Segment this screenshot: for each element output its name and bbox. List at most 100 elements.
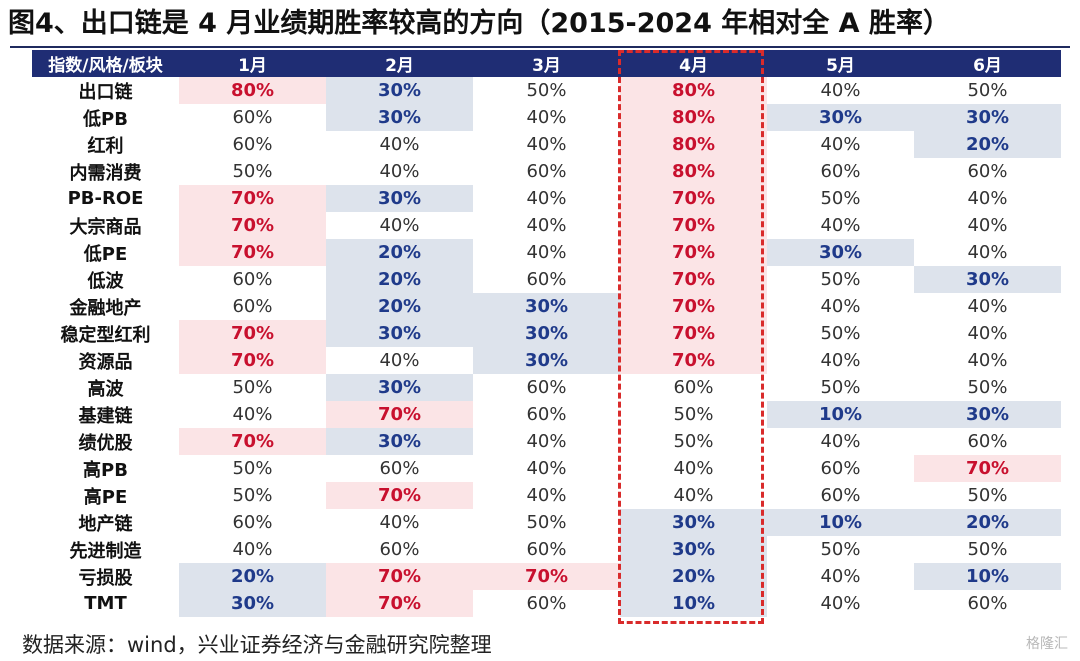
row-label: 高波 (87, 378, 124, 400)
table-row: 基建链 40% 70% 60% 50% 10% 30% (32, 401, 1061, 428)
table-row: 出口链 80% 30% 50% 80% 40% 50% (32, 77, 1061, 104)
table-row: PB-ROE 70% 30% 40% 70% 50% 40% (32, 185, 1061, 212)
value-cell: 60% (232, 296, 273, 317)
header-row: 指数/风格/板块 1月 2月 3月 4月 5月 6月 (32, 50, 1061, 77)
value-cell: 80% (620, 104, 767, 131)
value-cell: 70% (620, 266, 767, 293)
row-label: 资源品 (78, 351, 133, 373)
value-cell: 40% (820, 215, 861, 236)
table-row: 高PB 50% 60% 40% 40% 60% 70% (32, 455, 1061, 482)
row-label: 大宗商品 (69, 216, 142, 238)
table-body: 出口链 80% 30% 50% 80% 40% 50% 低PB 60% 30% 40% 80% 30% 3… (32, 77, 1061, 617)
table-row: 先进制造 40% 60% 60% 30% 50% 50% (32, 536, 1061, 563)
value-cell: 80% (620, 131, 767, 158)
value-cell: 40% (820, 134, 861, 155)
row-label: 低波 (87, 270, 124, 292)
value-cell: 70% (620, 347, 767, 374)
value-cell: 40% (820, 593, 861, 614)
table-row: 低PB 60% 30% 40% 80% 30% 30% (32, 104, 1061, 131)
value-cell: 30% (326, 104, 473, 131)
row-label: 基建链 (78, 405, 133, 427)
title-divider (10, 46, 1070, 48)
value-cell: 70% (179, 239, 326, 266)
value-cell: 30% (620, 509, 767, 536)
value-cell: 80% (179, 77, 326, 104)
value-cell: 60% (232, 269, 273, 290)
value-cell: 30% (767, 239, 914, 266)
value-cell: 60% (526, 539, 567, 560)
table-row: 大宗商品 70% 40% 40% 70% 40% 40% (32, 212, 1061, 239)
row-label: 亏损股 (78, 567, 133, 589)
value-cell: 30% (326, 320, 473, 347)
win-rate-table: 指数/风格/板块 1月 2月 3月 4月 5月 6月 出口链 80% 30% 50% 80% 40%… (32, 50, 1061, 617)
value-cell: 40% (379, 512, 420, 533)
value-cell: 40% (967, 242, 1008, 263)
value-cell: 20% (914, 509, 1061, 536)
value-cell: 70% (620, 239, 767, 266)
value-cell: 40% (379, 134, 420, 155)
value-cell: 70% (620, 320, 767, 347)
value-cell: 40% (967, 188, 1008, 209)
value-cell: 30% (620, 536, 767, 563)
value-cell: 30% (473, 320, 620, 347)
value-cell: 40% (820, 80, 861, 101)
row-label: 先进制造 (69, 540, 142, 562)
row-label: TMT (84, 593, 127, 614)
value-cell: 50% (526, 80, 567, 101)
value-cell: 40% (526, 458, 567, 479)
row-label: 高PB (83, 459, 128, 481)
value-cell: 70% (179, 428, 326, 455)
row-label: 高PE (83, 486, 128, 508)
value-cell: 10% (914, 563, 1061, 590)
value-cell: 70% (179, 185, 326, 212)
value-cell: 60% (232, 512, 273, 533)
table-row: 亏损股 20% 70% 70% 20% 40% 10% (32, 563, 1061, 590)
value-cell: 50% (232, 458, 273, 479)
row-label: 出口链 (78, 81, 133, 103)
value-cell: 70% (620, 293, 767, 320)
value-cell: 50% (232, 161, 273, 182)
column-header: 5月 (767, 50, 914, 77)
value-cell: 70% (179, 320, 326, 347)
row-label: 金融地产 (69, 297, 142, 319)
value-cell: 60% (673, 377, 714, 398)
value-cell: 70% (326, 590, 473, 617)
value-cell: 40% (673, 458, 714, 479)
value-cell: 40% (526, 431, 567, 452)
value-cell: 20% (326, 239, 473, 266)
value-cell: 60% (967, 593, 1008, 614)
row-label: 低PE (83, 243, 128, 265)
value-cell: 60% (379, 539, 420, 560)
value-cell: 40% (967, 323, 1008, 344)
value-cell: 50% (673, 404, 714, 425)
table-row: 低波 60% 20% 60% 70% 50% 30% (32, 266, 1061, 293)
value-cell: 80% (620, 158, 767, 185)
value-cell: 60% (379, 458, 420, 479)
value-cell: 10% (620, 590, 767, 617)
value-cell: 70% (179, 212, 326, 239)
value-cell: 60% (526, 161, 567, 182)
value-cell: 40% (967, 350, 1008, 371)
value-cell: 40% (820, 350, 861, 371)
value-cell: 30% (767, 104, 914, 131)
value-cell: 40% (379, 161, 420, 182)
value-cell: 40% (820, 566, 861, 587)
value-cell: 40% (379, 350, 420, 371)
value-cell: 50% (820, 188, 861, 209)
row-label: PB-ROE (67, 188, 144, 209)
value-cell: 60% (232, 134, 273, 155)
value-cell: 20% (179, 563, 326, 590)
value-cell: 40% (820, 431, 861, 452)
value-cell: 50% (232, 485, 273, 506)
row-label: 绩优股 (78, 432, 133, 454)
value-cell: 50% (673, 431, 714, 452)
value-cell: 40% (526, 242, 567, 263)
value-cell: 50% (820, 377, 861, 398)
column-header: 1月 (179, 50, 326, 77)
row-label: 地产链 (78, 513, 133, 535)
value-cell: 50% (967, 377, 1008, 398)
value-cell: 30% (326, 185, 473, 212)
value-cell: 50% (967, 539, 1008, 560)
value-cell: 30% (326, 428, 473, 455)
value-cell: 30% (179, 590, 326, 617)
